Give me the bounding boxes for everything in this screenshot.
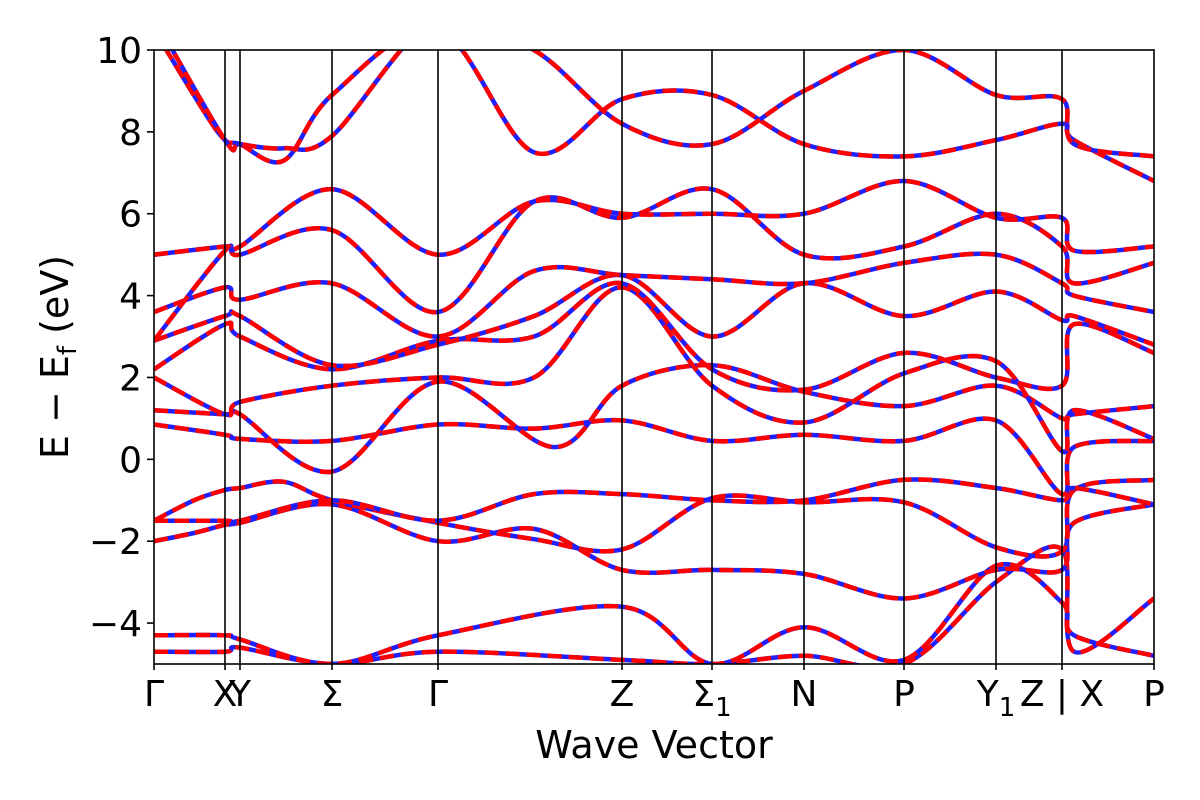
band-line-6-overlay <box>154 416 1154 497</box>
band-line-2 <box>154 561 1154 664</box>
x-tick-label-5: Γ <box>428 674 448 715</box>
x-tick-label-main: Y <box>976 674 1000 715</box>
x-tick-label-main: P <box>1143 674 1165 715</box>
y-tick-label-2: −2 <box>89 522 142 563</box>
band-line-5-overlay <box>154 477 1154 525</box>
x-tick-label-8: N <box>791 674 818 715</box>
band-line-9-overlay <box>154 280 1154 393</box>
y-tick-label-1: −4 <box>89 604 142 645</box>
band-line-14 <box>163 50 1154 184</box>
x-tick-label-2: X <box>213 674 238 715</box>
x-tick-label-main: P <box>893 674 915 715</box>
x-tick-label-main: Γ <box>428 674 448 715</box>
y-axis-label-unit: (eV) <box>33 255 77 346</box>
high-symmetry-lines <box>224 50 1063 664</box>
x-tick-label-main: Y <box>228 674 252 715</box>
band-line-10 <box>154 272 1154 369</box>
x-tick-label-10: Y1 <box>976 674 1016 723</box>
x-tick-label-3: Y <box>228 674 252 715</box>
band-line-14-overlay <box>163 50 1154 184</box>
x-axis-label: Wave Vector <box>535 723 773 767</box>
x-tick-label-main: N <box>791 674 818 715</box>
band-series-group <box>154 50 1154 664</box>
y-tick-label-3: 0 <box>119 440 142 481</box>
y-axis-label-main: E − E <box>33 355 77 459</box>
x-tick-label-9: P <box>893 674 915 715</box>
y-axis-label-sub: f <box>53 345 83 355</box>
band-line-8-overlay <box>154 285 1154 455</box>
band-line-11-overlay <box>154 251 1154 339</box>
x-tick-label-main: Σ <box>321 674 344 715</box>
x-tick-label-6: Z <box>610 674 635 715</box>
x-tick-label-main: X <box>213 674 238 715</box>
y-axis-label: E − Ef (eV) <box>33 255 83 459</box>
band-line-10-overlay <box>154 272 1154 369</box>
y-tick-label-8: 10 <box>96 31 142 72</box>
y-tick-label-6: 6 <box>119 195 142 236</box>
x-tick-label-11: Z | X <box>1020 674 1104 715</box>
x-tick-label-main: Z <box>610 674 635 715</box>
band-line-6 <box>154 416 1154 497</box>
band-line-5 <box>154 477 1154 525</box>
y-tick-label-7: 8 <box>119 113 142 154</box>
plot-frame <box>153 49 1155 665</box>
x-tick-label-main: Z | X <box>1020 674 1104 715</box>
x-tick-label-12: P <box>1143 674 1165 715</box>
x-tick-label-4: Σ <box>321 674 344 715</box>
x-tick-label-1: Γ <box>144 674 164 715</box>
x-tick-label-sub: 1 <box>999 693 1016 723</box>
band-line-2-overlay <box>154 561 1154 664</box>
x-tick-label-main: Γ <box>144 674 164 715</box>
band-line-13-overlay <box>154 178 1154 257</box>
y-tick-label-5: 4 <box>119 277 142 318</box>
band-line-7-overlay <box>154 362 1154 474</box>
x-tick-label-sub: 1 <box>715 693 732 723</box>
x-tick-label-7: Σ1 <box>692 674 731 723</box>
band-line-12 <box>154 186 1154 342</box>
x-tick-label-main: Σ <box>692 674 715 715</box>
y-axis-ticks: −4 −2 0 2 4 6 8 10 <box>89 31 154 645</box>
band-line-12-overlay <box>154 186 1154 342</box>
y-tick-label-4: 2 <box>119 358 142 399</box>
